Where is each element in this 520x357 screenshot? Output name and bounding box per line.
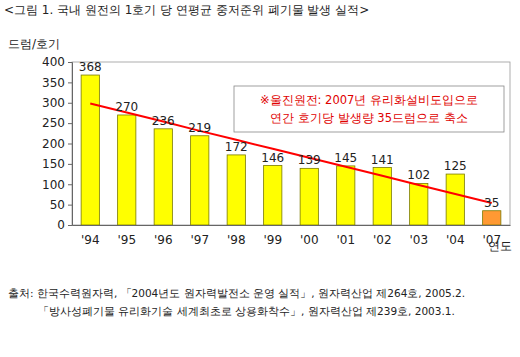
- title: <그림 1. 국내 원전의 1호기 당 연평균 중저준위 폐기물 발생 실적>: [4, 3, 369, 17]
- tick-label: '00: [300, 233, 319, 247]
- tick: '02: [373, 225, 392, 247]
- tick: 250: [42, 116, 72, 130]
- tick: '01: [336, 225, 355, 247]
- tick: '94: [81, 225, 100, 247]
- data-label: 368: [79, 60, 102, 74]
- background: [0, 0, 520, 357]
- tick-label: '97: [190, 233, 209, 247]
- data-label: 219: [188, 121, 211, 135]
- tick-label: '96: [154, 233, 173, 247]
- x-axis-title: 연도: [488, 239, 512, 253]
- annotation: ※울진원전: 2007년 유리화설비도입으로연간 호기당 발생량 35드럼으로 …: [234, 86, 504, 132]
- bar: [154, 129, 172, 225]
- trend-line: [90, 104, 492, 203]
- plot-frame: [72, 62, 510, 225]
- tick-label: '98: [227, 233, 246, 247]
- data-label: 139: [298, 153, 321, 167]
- tick: 50: [50, 198, 72, 212]
- data-label: 145: [334, 151, 357, 165]
- tick: '03: [409, 225, 428, 247]
- data-labels: 368 270 236 219 172 146 139 145 141 102 125 35: [79, 60, 500, 210]
- tick-label: '95: [117, 233, 136, 247]
- tick: '99: [263, 225, 282, 247]
- bar: [227, 155, 245, 225]
- tick-mark: [68, 184, 72, 185]
- tick-label: '99: [263, 233, 282, 247]
- data-label: 141: [371, 153, 394, 167]
- tick: '00: [300, 225, 319, 247]
- tick: 200: [42, 137, 72, 151]
- bar: [446, 174, 464, 225]
- tick: '95: [117, 225, 136, 247]
- tick-label: '01: [336, 233, 355, 247]
- tick: 150: [42, 157, 72, 171]
- tick-mark: [68, 164, 72, 165]
- data-label: 125: [444, 159, 467, 173]
- y-axis-title: 드럼/호기: [8, 37, 60, 51]
- tick: 0: [57, 218, 72, 232]
- tick-mark: [68, 82, 72, 83]
- data-label: 270: [115, 100, 138, 114]
- tick: 350: [42, 76, 72, 90]
- tick-mark: [68, 123, 72, 124]
- tick-mark: [68, 103, 72, 104]
- tick-label: 50: [50, 198, 65, 212]
- tick-label: 250: [42, 116, 65, 130]
- tick: '98: [227, 225, 246, 247]
- data-label: 236: [152, 114, 175, 128]
- tick-label: 350: [42, 76, 65, 90]
- bar: [337, 166, 355, 225]
- source-text: 「방사성폐기물 유리화기술 세계최초로 상용화착수」, 원자력산업 제239호,…: [38, 305, 455, 317]
- bar: [81, 75, 99, 225]
- bar: [191, 136, 209, 225]
- bar: [264, 166, 282, 225]
- tick-label: 0: [57, 218, 65, 232]
- tick: 400: [42, 55, 72, 69]
- bar: [300, 168, 318, 225]
- tick-label: 100: [42, 178, 65, 192]
- axis-line: [68, 63, 73, 226]
- tick-mark: [68, 144, 72, 145]
- source-text: 출처: 한국수력원자력, 「2004년도 원자력발전소 운영 실적」, 원자력산…: [8, 287, 465, 299]
- tick-mark: [68, 62, 72, 63]
- tick-label: 400: [42, 55, 65, 69]
- annotation-text: 연간 호기당 발생량 35드럼으로 축소: [270, 111, 467, 125]
- tick-label: '02: [373, 233, 392, 247]
- tick: 300: [42, 96, 72, 110]
- annotation-box: [234, 86, 504, 132]
- bar: [118, 115, 136, 225]
- data-label: 102: [407, 168, 430, 182]
- bar-series: [81, 75, 501, 225]
- annotation-text: ※울진원전: 2007년 유리화설비도입으로: [260, 93, 478, 107]
- tick-mark: [68, 225, 72, 226]
- tick-label: '03: [409, 233, 428, 247]
- plot-area: [81, 75, 501, 225]
- tick: '97: [190, 225, 209, 247]
- data-label: 35: [484, 196, 499, 210]
- tick-label: 300: [42, 96, 65, 110]
- chart-svg: <그림 1. 국내 원전의 1호기 당 연평균 중저준위 폐기물 발생 실적> 0…: [0, 0, 520, 357]
- tick-label: 150: [42, 157, 65, 171]
- tick-label: 200: [42, 137, 65, 151]
- data-label: 146: [261, 151, 284, 165]
- bar: [410, 183, 428, 225]
- x-axis: '94'95'96'97'98'99'00'01'02'03'04'07: [73, 225, 511, 247]
- bar: [483, 211, 501, 225]
- y-axis: 0 50 100 150 200 250 300 350 400: [42, 55, 72, 232]
- chart-container: <그림 1. 국내 원전의 1호기 당 연평균 중저준위 폐기물 발생 실적> 0…: [0, 0, 520, 357]
- tick: '96: [154, 225, 173, 247]
- tick-label: '94: [81, 233, 100, 247]
- tick-label: '04: [446, 233, 465, 247]
- tick-mark: [68, 205, 72, 206]
- tick: '04: [446, 225, 465, 247]
- tick: 100: [42, 178, 72, 192]
- axis-line: [73, 225, 511, 226]
- data-label: 172: [225, 140, 248, 154]
